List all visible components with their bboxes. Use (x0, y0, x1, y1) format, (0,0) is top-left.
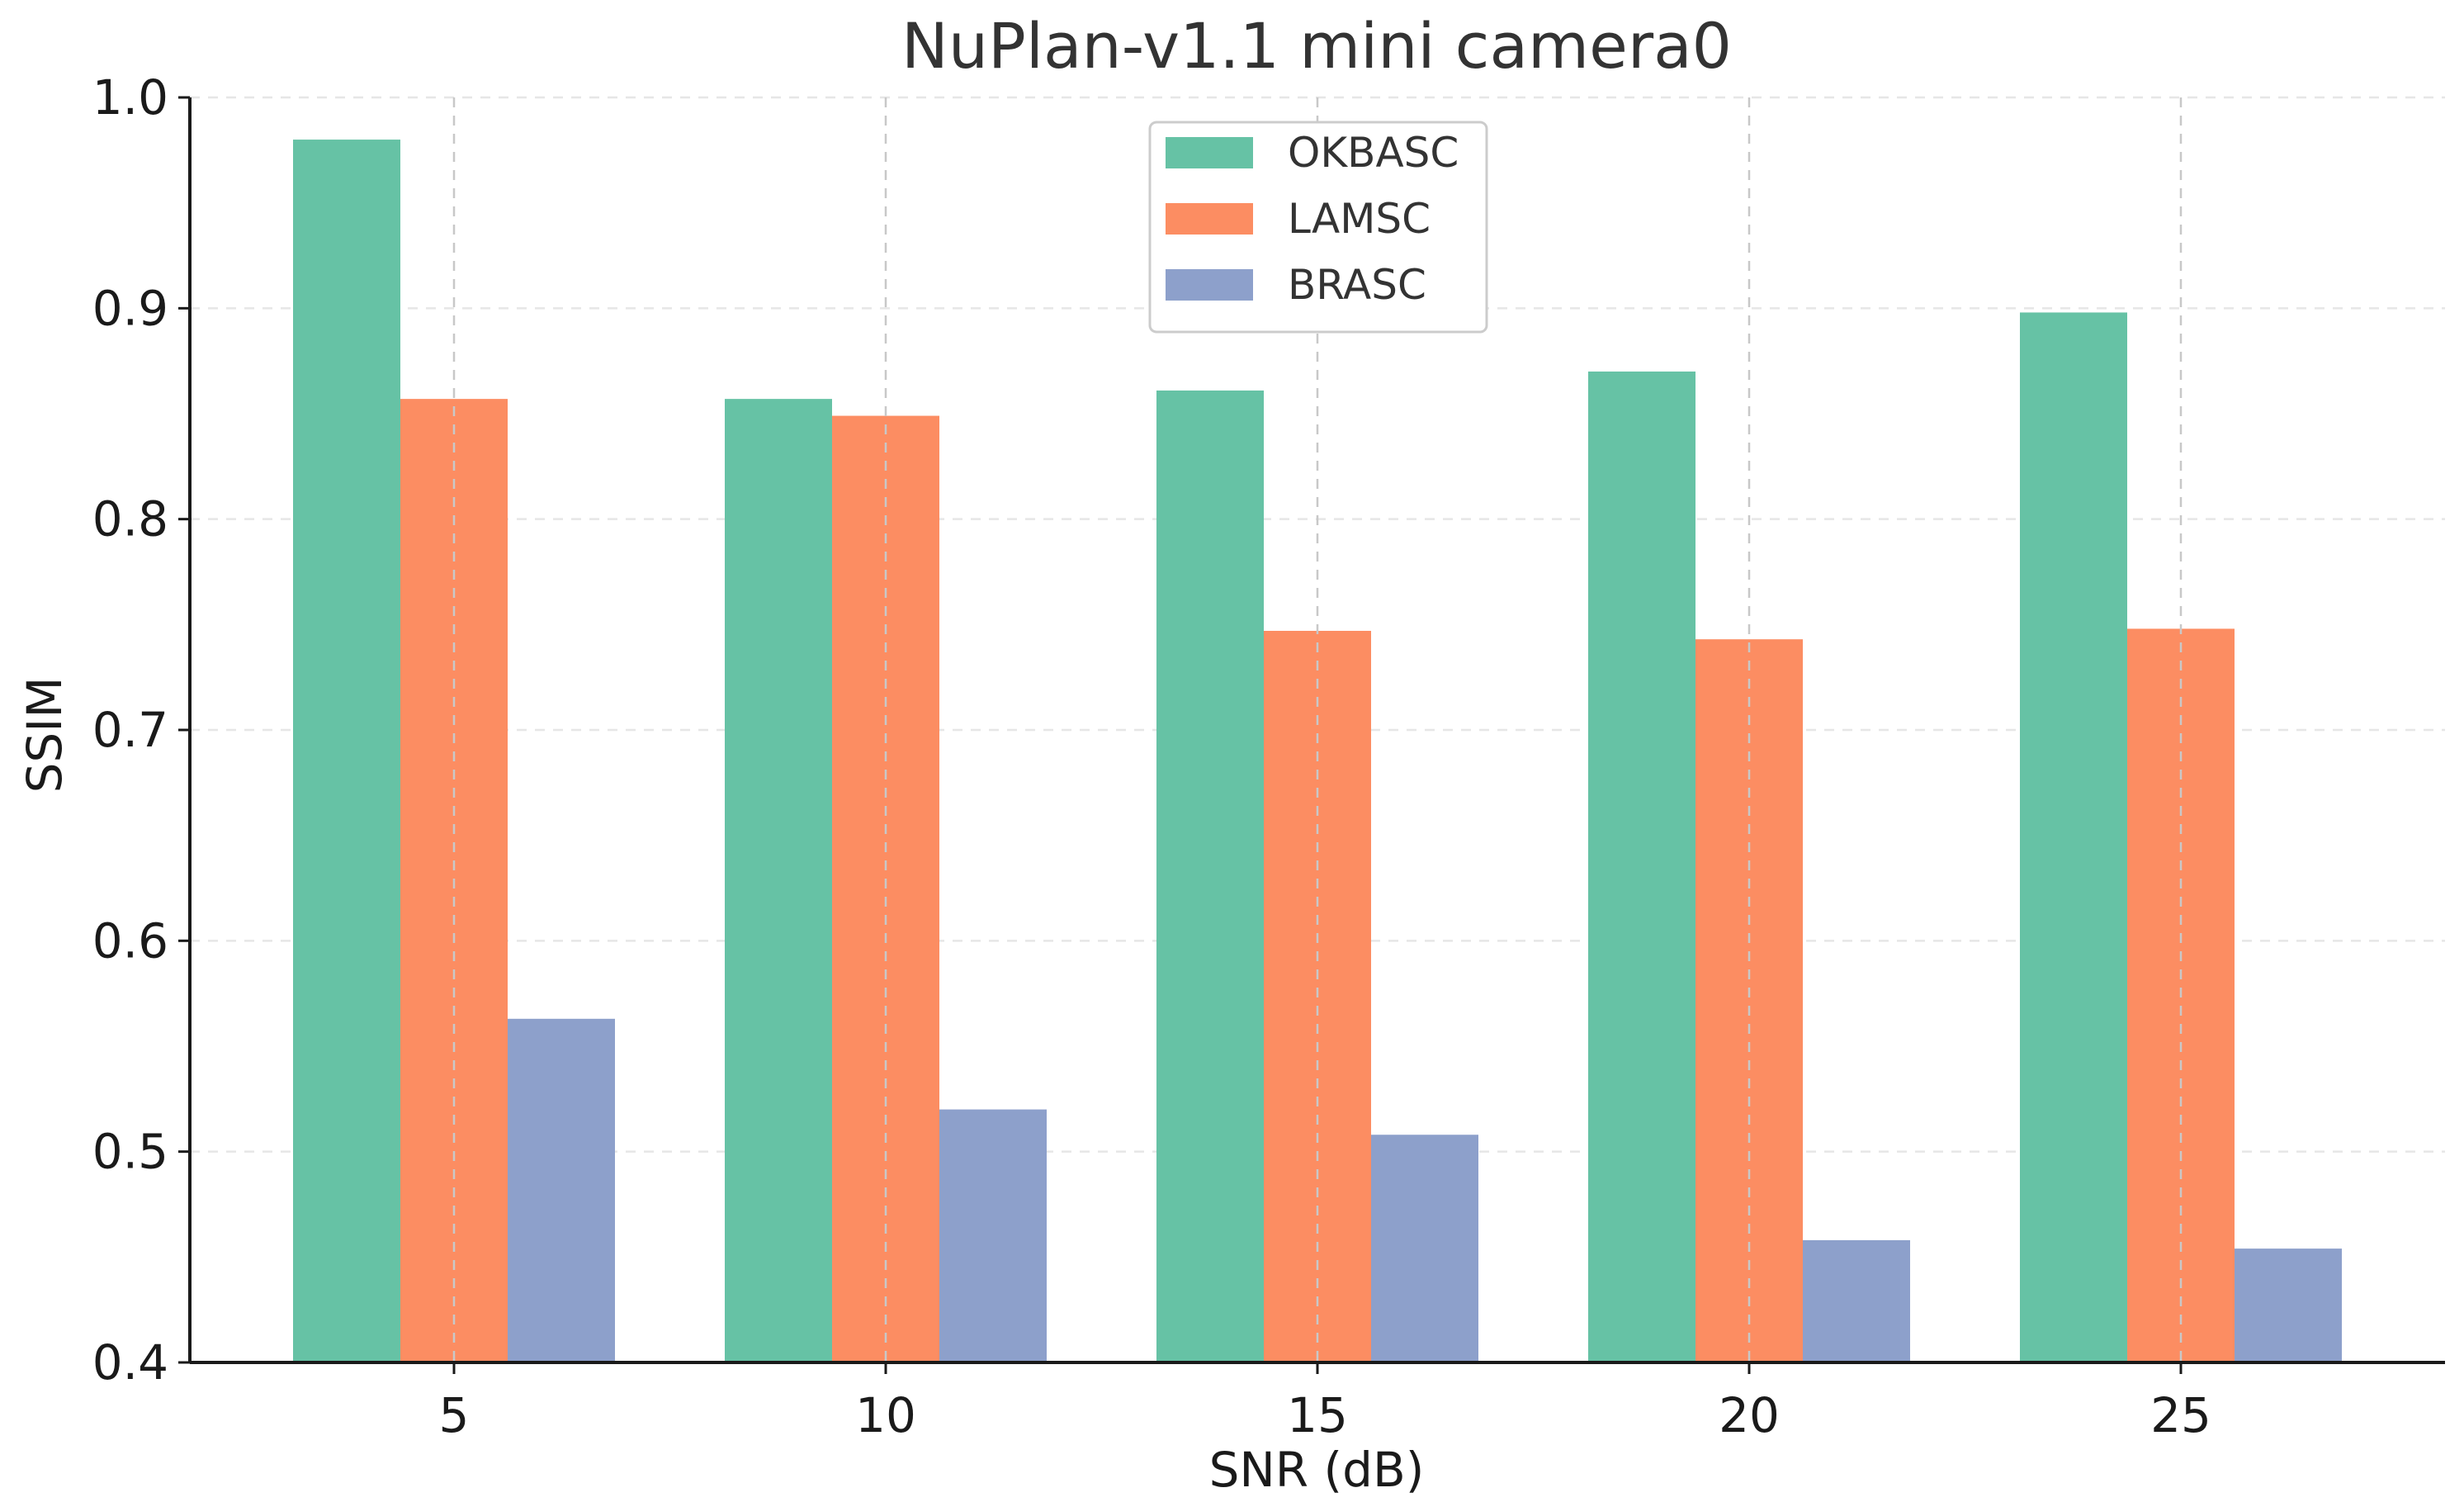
x-tick-label: 20 (1719, 1387, 1780, 1443)
x-tick-label: 25 (2150, 1387, 2211, 1443)
bar-brasc-5 (508, 1018, 615, 1362)
y-tick-label: 1.0 (92, 69, 168, 126)
legend-swatch-okbasc (1166, 137, 1253, 168)
x-axis-label: SNR (dB) (1209, 1442, 1425, 1498)
legend-label-brasc: BRASC (1288, 261, 1426, 309)
legend-label-lamsc: LAMSC (1288, 195, 1431, 243)
x-tick-label: 5 (439, 1387, 470, 1443)
bars (293, 97, 2342, 1363)
x-tick-label: 15 (1287, 1387, 1348, 1443)
y-tick-label: 0.6 (92, 912, 168, 969)
bar-brasc-15 (1371, 1135, 1478, 1362)
ticks: 0.4 0.5 0.6 0.7 0.8 0.9 1.0 5 10 15 20 25 (92, 69, 2211, 1443)
legend-swatch-brasc (1166, 269, 1253, 301)
bar-brasc-25 (2235, 1249, 2342, 1362)
y-axis-label: SSIM (17, 677, 73, 794)
bar-okbasc-20 (1588, 371, 1695, 1362)
chart-title: NuPlan-v1.1 mini camera0 (901, 9, 1732, 83)
bar-okbasc-5 (293, 140, 400, 1363)
bar-okbasc-15 (1156, 390, 1264, 1362)
y-tick-label: 0.5 (92, 1124, 168, 1180)
y-tick-label: 0.7 (92, 702, 168, 758)
bar-okbasc-10 (725, 399, 832, 1362)
y-tick-label: 0.9 (92, 280, 168, 336)
bar-okbasc-25 (2020, 312, 2127, 1363)
legend-label-okbasc: OKBASC (1288, 129, 1459, 177)
bar-brasc-20 (1803, 1239, 1910, 1362)
bar-lamsc-20 (1695, 639, 1803, 1362)
y-tick-label: 0.4 (92, 1334, 168, 1391)
legend: OKBASC LAMSC BRASC (1148, 121, 1488, 334)
legend-swatch-lamsc (1166, 203, 1253, 235)
y-tick-label: 0.8 (92, 491, 168, 547)
bar-brasc-10 (939, 1109, 1047, 1362)
x-tick-label: 10 (855, 1387, 916, 1443)
